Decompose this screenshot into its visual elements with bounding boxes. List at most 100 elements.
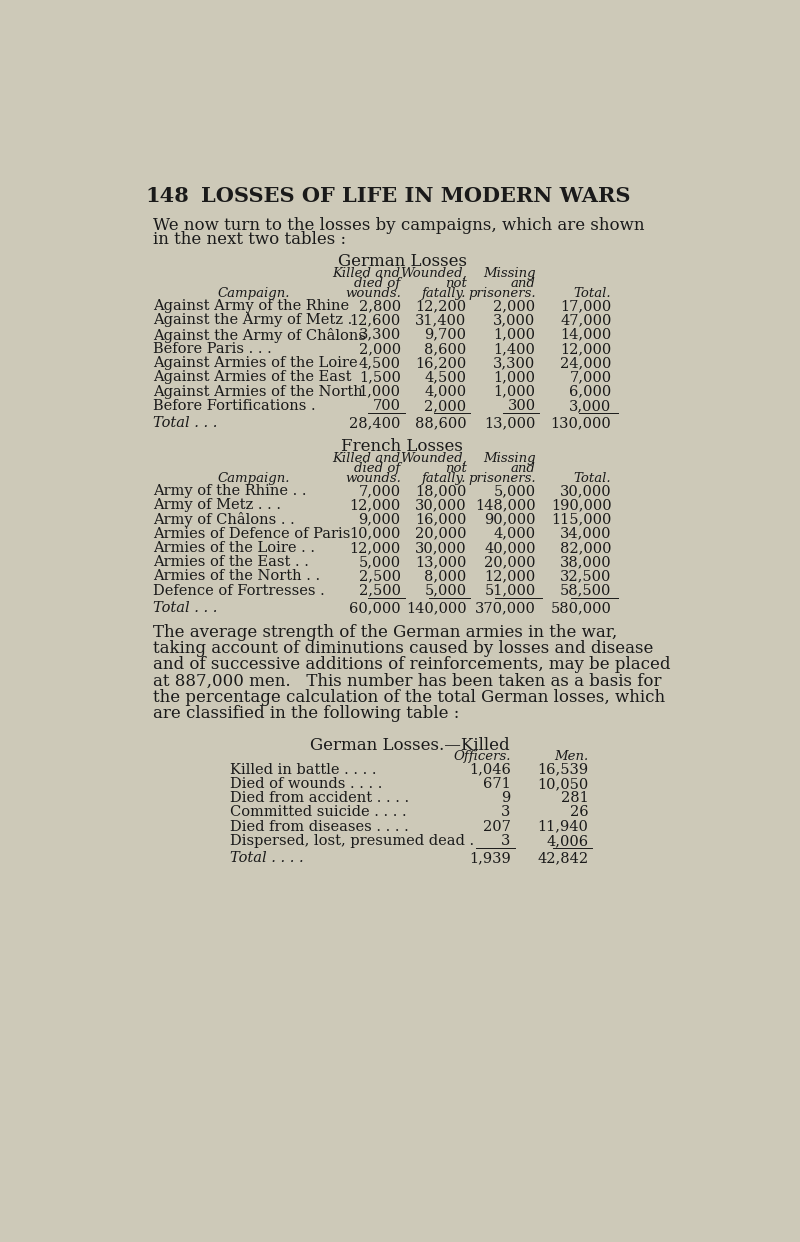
Text: 16,539: 16,539 xyxy=(537,763,588,776)
Text: Total.: Total. xyxy=(574,472,611,484)
Text: Dispersed, lost, presumed dead .: Dispersed, lost, presumed dead . xyxy=(230,833,474,848)
Text: 140,000: 140,000 xyxy=(406,601,466,615)
Text: 47,000: 47,000 xyxy=(560,313,611,328)
Text: 9,700: 9,700 xyxy=(425,328,466,342)
Text: 90,000: 90,000 xyxy=(484,513,535,527)
Text: 300: 300 xyxy=(507,399,535,412)
Text: 9,000: 9,000 xyxy=(358,513,401,527)
Text: German Losses.—Killed: German Losses.—Killed xyxy=(310,737,510,754)
Text: German Losses: German Losses xyxy=(338,253,466,270)
Text: 8,600: 8,600 xyxy=(424,342,466,356)
Text: 30,000: 30,000 xyxy=(415,542,466,555)
Text: Died from diseases . . . .: Died from diseases . . . . xyxy=(230,820,409,833)
Text: 26: 26 xyxy=(570,806,588,820)
Text: Died of wounds . . . .: Died of wounds . . . . xyxy=(230,777,382,791)
Text: prisoners.: prisoners. xyxy=(468,287,535,299)
Text: 190,000: 190,000 xyxy=(551,498,611,512)
Text: French Losses: French Losses xyxy=(342,437,463,455)
Text: Missing: Missing xyxy=(483,267,535,279)
Text: Defence of Fortresses .: Defence of Fortresses . xyxy=(153,584,325,597)
Text: Against Armies of the Loire: Against Armies of the Loire xyxy=(153,356,358,370)
Text: Before Paris . . .: Before Paris . . . xyxy=(153,342,271,356)
Text: 3: 3 xyxy=(502,833,510,848)
Text: Armies of Defence of Paris: Armies of Defence of Paris xyxy=(153,527,350,540)
Text: and of successive additions of reinforcements, may be placed: and of successive additions of reinforce… xyxy=(153,657,670,673)
Text: 207: 207 xyxy=(483,820,510,833)
Text: 12,000: 12,000 xyxy=(484,570,535,584)
Text: 3,000: 3,000 xyxy=(570,399,611,412)
Text: 10,050: 10,050 xyxy=(537,777,588,791)
Text: Army of Metz . . .: Army of Metz . . . xyxy=(153,498,281,512)
Text: Total . . .: Total . . . xyxy=(153,416,217,430)
Text: fatally.: fatally. xyxy=(422,472,466,484)
Text: Killed and: Killed and xyxy=(333,452,401,465)
Text: 3: 3 xyxy=(502,806,510,820)
Text: 580,000: 580,000 xyxy=(550,601,611,615)
Text: 2,800: 2,800 xyxy=(358,299,401,313)
Text: in the next two tables :: in the next two tables : xyxy=(153,231,346,248)
Text: 5,000: 5,000 xyxy=(358,555,401,569)
Text: Armies of the East . .: Armies of the East . . xyxy=(153,555,309,569)
Text: 30,000: 30,000 xyxy=(560,484,611,498)
Text: Missing: Missing xyxy=(483,452,535,465)
Text: Wounded,: Wounded, xyxy=(400,267,466,279)
Text: 51,000: 51,000 xyxy=(484,584,535,597)
Text: 88,600: 88,600 xyxy=(415,416,466,430)
Text: We now turn to the losses by campaigns, which are shown: We now turn to the losses by campaigns, … xyxy=(153,217,644,233)
Text: Against Army of the Rhine: Against Army of the Rhine xyxy=(153,299,349,313)
Text: Army of Châlons . .: Army of Châlons . . xyxy=(153,513,294,528)
Text: 1,939: 1,939 xyxy=(469,851,510,866)
Text: 1,400: 1,400 xyxy=(494,342,535,356)
Text: 4,500: 4,500 xyxy=(358,356,401,370)
Text: 9: 9 xyxy=(502,791,510,805)
Text: prisoners.: prisoners. xyxy=(468,472,535,484)
Text: The average strength of the German armies in the war,: The average strength of the German armie… xyxy=(153,625,617,641)
Text: 6,000: 6,000 xyxy=(570,385,611,399)
Text: Total . . .: Total . . . xyxy=(153,601,217,615)
Text: 12,000: 12,000 xyxy=(350,542,401,555)
Text: 1,000: 1,000 xyxy=(494,370,535,385)
Text: Total.: Total. xyxy=(574,287,611,299)
Text: Against the Army of Metz .: Against the Army of Metz . xyxy=(153,313,352,328)
Text: 16,000: 16,000 xyxy=(415,513,466,527)
Text: 82,000: 82,000 xyxy=(560,542,611,555)
Text: 671: 671 xyxy=(483,777,510,791)
Text: 28,400: 28,400 xyxy=(350,416,401,430)
Text: died of: died of xyxy=(354,462,401,474)
Text: 31,400: 31,400 xyxy=(415,313,466,328)
Text: 60,000: 60,000 xyxy=(349,601,401,615)
Text: 2,000: 2,000 xyxy=(494,299,535,313)
Text: 2,500: 2,500 xyxy=(358,584,401,597)
Text: taking account of diminutions caused by losses and disease: taking account of diminutions caused by … xyxy=(153,641,653,657)
Text: 30,000: 30,000 xyxy=(415,498,466,512)
Text: at 887,000 men.   This number has been taken as a basis for: at 887,000 men. This number has been tak… xyxy=(153,673,662,689)
Text: 10,000: 10,000 xyxy=(350,527,401,540)
Text: 18,000: 18,000 xyxy=(415,484,466,498)
Text: 7,000: 7,000 xyxy=(358,484,401,498)
Text: Killed in battle . . . .: Killed in battle . . . . xyxy=(230,763,377,776)
Text: 34,000: 34,000 xyxy=(560,527,611,540)
Text: 700: 700 xyxy=(373,399,401,412)
Text: 2,500: 2,500 xyxy=(358,570,401,584)
Text: Armies of the Loire . .: Armies of the Loire . . xyxy=(153,542,314,555)
Text: 4,000: 4,000 xyxy=(494,527,535,540)
Text: 13,000: 13,000 xyxy=(484,416,535,430)
Text: 8,000: 8,000 xyxy=(424,570,466,584)
Text: Men.: Men. xyxy=(554,750,588,764)
Text: Committed suicide . . . .: Committed suicide . . . . xyxy=(230,806,407,820)
Text: 1,000: 1,000 xyxy=(358,385,401,399)
Text: 370,000: 370,000 xyxy=(474,601,535,615)
Text: 14,000: 14,000 xyxy=(560,328,611,342)
Text: 3,300: 3,300 xyxy=(358,328,401,342)
Text: 5,000: 5,000 xyxy=(425,584,466,597)
Text: 1,000: 1,000 xyxy=(494,328,535,342)
Text: 3,300: 3,300 xyxy=(494,356,535,370)
Text: wounds.: wounds. xyxy=(345,287,401,299)
Text: 4,006: 4,006 xyxy=(546,833,588,848)
Text: 17,000: 17,000 xyxy=(560,299,611,313)
Text: 12,000: 12,000 xyxy=(560,342,611,356)
Text: Campaign.: Campaign. xyxy=(218,472,290,484)
Text: Died from accident . . . .: Died from accident . . . . xyxy=(230,791,410,805)
Text: 12,200: 12,200 xyxy=(415,299,466,313)
Text: and: and xyxy=(510,277,535,289)
